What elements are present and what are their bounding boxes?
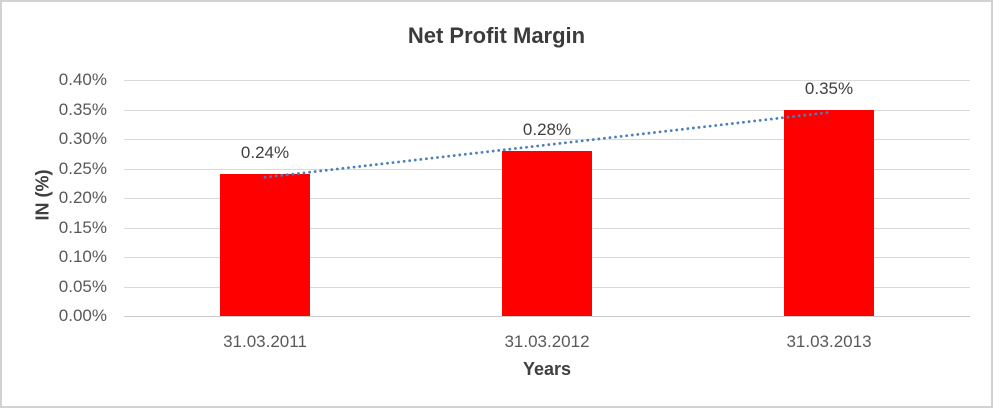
gridline (124, 139, 970, 140)
y-tick-label: 0.25% (58, 158, 107, 178)
data-label: 0.24% (240, 143, 290, 163)
y-tick-label: 0.15% (58, 217, 107, 237)
x-tick-label: 31.03.2011 (223, 332, 307, 351)
gridline (124, 80, 970, 81)
bar-31.03.2012 (502, 150, 592, 316)
y-tick-label: 0.35% (58, 99, 107, 119)
y-tick-label: 0.10% (58, 247, 107, 266)
data-label: 0.28% (522, 119, 572, 139)
y-tick-label: 0.40% (58, 70, 107, 89)
x-axis-line (124, 316, 970, 317)
bar-31.03.2011 (220, 174, 310, 316)
x-axis-title: Years (522, 359, 572, 379)
data-label: 0.35% (804, 78, 854, 98)
y-tick-label: 0.20% (58, 188, 107, 207)
trendline (263, 111, 831, 179)
x-tick-label: 31.03.2013 (786, 332, 872, 351)
x-tick-label: 31.03.2012 (504, 332, 590, 351)
y-tick-label: 0.30% (58, 129, 107, 148)
bar-31.03.2013 (784, 109, 874, 316)
y-tick-label: 0.00% (58, 306, 107, 325)
y-tick-label: 0.05% (58, 276, 107, 296)
gridline (124, 109, 970, 111)
chart-title: Net Profit Margin (407, 23, 586, 48)
plot-area: 0.24% 0.28% 0.35% (124, 78, 970, 317)
